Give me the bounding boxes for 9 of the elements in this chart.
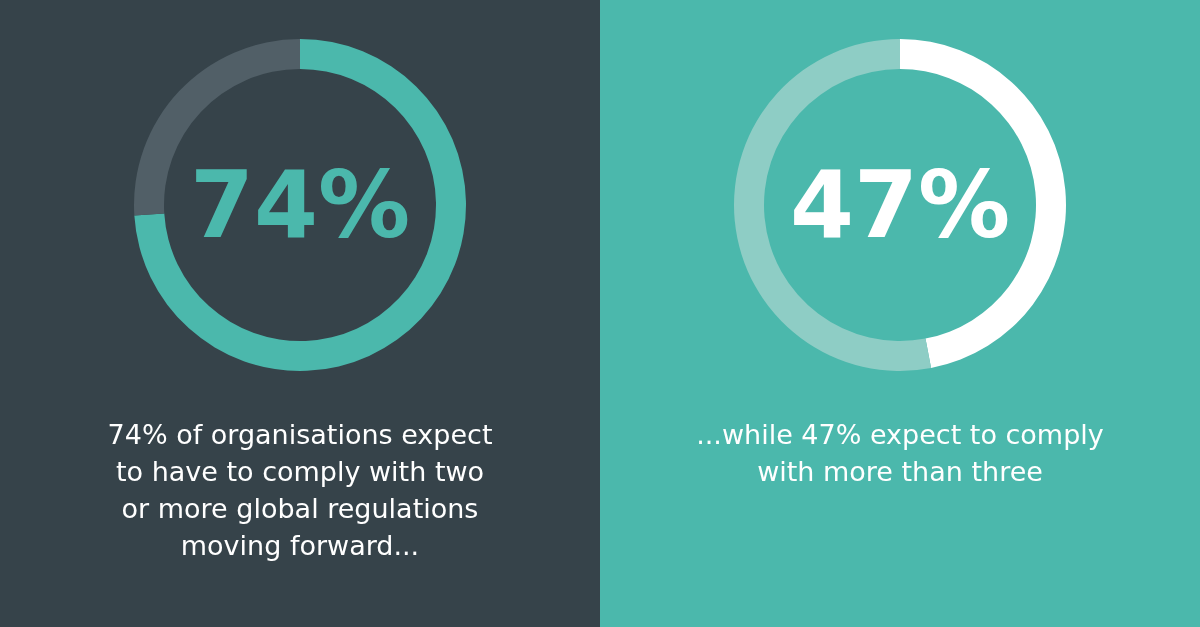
text: or more global regulations	[121, 493, 479, 524]
data-label: 47%	[789, 152, 1011, 259]
text: to have to comply with two	[115, 456, 485, 487]
text: with more than three	[757, 456, 1043, 487]
text: ...while 47% expect to comply	[696, 419, 1104, 450]
text: 74% of organisations expect	[107, 419, 493, 450]
donut-slice	[134, 39, 466, 371]
data-label: 74%	[189, 152, 411, 259]
text: moving forward...	[180, 530, 420, 561]
